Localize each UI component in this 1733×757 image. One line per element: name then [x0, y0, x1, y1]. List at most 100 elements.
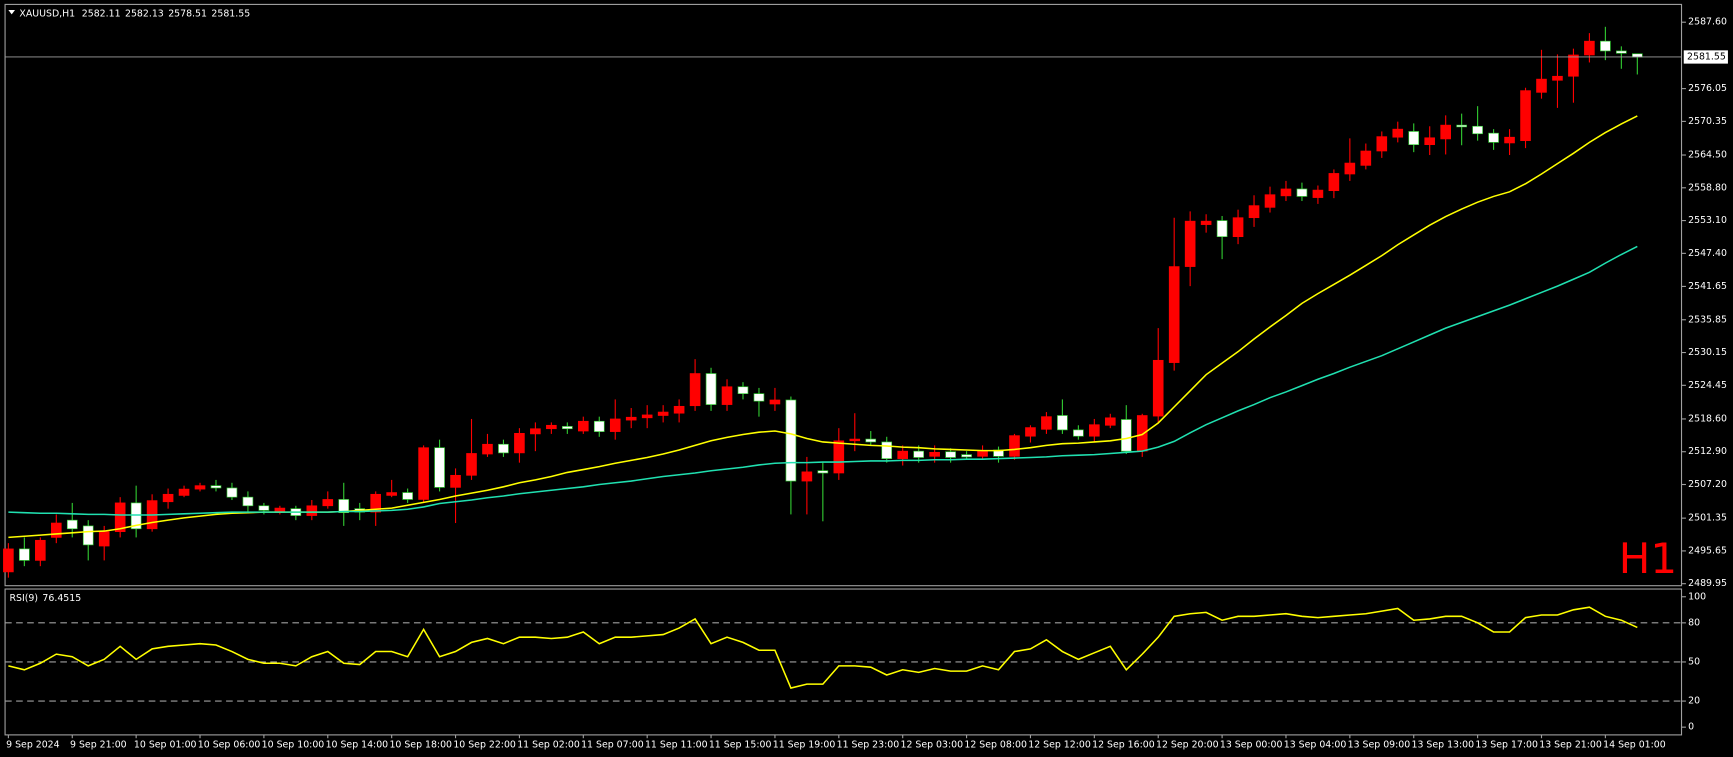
x-tick-label: 10 Sep 06:00 — [198, 739, 261, 750]
candle-body — [609, 418, 621, 432]
x-tick-label: 11 Sep 02:00 — [517, 739, 580, 750]
header-open: 2582.11 — [82, 8, 121, 19]
candle-body — [1184, 220, 1196, 267]
candle-body — [641, 414, 653, 419]
y-tick-label: 100 — [1688, 591, 1706, 602]
candle-body — [801, 471, 813, 482]
candle-body — [1552, 75, 1563, 81]
price-label: 2581.55 — [1687, 51, 1726, 62]
y-tick-label: 0 — [1688, 722, 1694, 733]
candle-body — [370, 493, 381, 513]
rsi-header: RSI(9) 76.4515 — [9, 592, 81, 603]
candle-body — [1424, 137, 1436, 146]
candle-body — [1264, 194, 1276, 208]
candle-body — [514, 432, 525, 454]
x-tick-label: 12 Sep 16:00 — [1092, 739, 1155, 750]
rsi-value: 76.4515 — [42, 592, 81, 603]
chart-header: XAUUSD,H1 2582.11 2582.13 2578.51 2581.55 — [19, 8, 250, 19]
candle-body — [753, 393, 765, 402]
candle-body — [3, 548, 14, 573]
candle-body — [1120, 419, 1132, 452]
x-tick-label: 12 Sep 03:00 — [900, 739, 963, 750]
candle-body — [1009, 435, 1020, 457]
candle-body — [242, 496, 254, 507]
x-tick-label: 13 Sep 09:00 — [1348, 739, 1411, 750]
y-tick-label: 2535.85 — [1688, 314, 1727, 325]
candle-body — [1488, 132, 1499, 143]
candle-body — [130, 502, 142, 530]
candle-body — [1456, 124, 1467, 128]
candle-body — [1632, 53, 1643, 58]
candle-body — [977, 450, 988, 457]
y-tick-label: 2587.60 — [1688, 17, 1727, 28]
x-tick-label: 13 Sep 17:00 — [1475, 739, 1538, 750]
x-tick-label: 10 Sep 14:00 — [326, 739, 389, 750]
rsi-title: RSI(9) — [9, 592, 38, 603]
candle-body — [210, 485, 222, 489]
y-tick-label: 2495.65 — [1688, 545, 1727, 556]
candle-body — [1296, 188, 1308, 197]
y-tick-label: 2518.60 — [1688, 413, 1727, 424]
collapse-icon[interactable] — [8, 9, 16, 15]
candle-body — [897, 450, 909, 459]
candle-body — [1152, 359, 1164, 417]
candle-body — [1616, 50, 1627, 54]
y-tick-label: 2524.45 — [1688, 380, 1727, 391]
candle-body — [593, 420, 605, 432]
candle-body — [482, 443, 493, 455]
candle-body — [1041, 416, 1052, 430]
y-tick-label: 2507.20 — [1688, 479, 1727, 490]
candle-body — [162, 493, 174, 503]
x-tick-label: 11 Sep 15:00 — [709, 739, 772, 750]
main-panel — [4, 3, 1683, 587]
candle-body — [1376, 136, 1388, 152]
candle-body — [1520, 90, 1531, 141]
header-low: 2578.51 — [168, 8, 207, 19]
candle-body — [1248, 205, 1260, 219]
candle-body — [338, 499, 350, 514]
candle-body — [194, 485, 206, 490]
x-tick-label: 12 Sep 12:00 — [1028, 739, 1091, 750]
x-tick-label: 10 Sep 10:00 — [262, 739, 325, 750]
candle-body — [418, 447, 429, 500]
candle-body — [737, 386, 749, 394]
x-tick-label: 10 Sep 22:00 — [453, 739, 516, 750]
candle-body — [769, 399, 781, 405]
candle-body — [1232, 217, 1244, 238]
candle-body — [50, 522, 62, 538]
y-tick-label: 2553.10 — [1688, 215, 1727, 226]
candle-body — [689, 373, 701, 407]
candle-body — [1136, 415, 1148, 452]
candle-body — [881, 441, 893, 459]
y-tick-label: 50 — [1688, 656, 1700, 667]
candle-body — [1392, 128, 1404, 138]
candle-body — [226, 487, 238, 498]
candle-body — [817, 470, 829, 474]
candle-body — [577, 420, 589, 432]
x-tick-label: 13 Sep 21:00 — [1539, 739, 1602, 750]
x-tick-label: 14 Sep 01:00 — [1603, 739, 1666, 750]
x-tick-label: 13 Sep 00:00 — [1220, 739, 1283, 750]
candle-body — [1536, 78, 1547, 93]
y-tick-label: 2547.40 — [1688, 248, 1727, 259]
candle-body — [434, 447, 445, 488]
candle-body — [849, 438, 861, 442]
x-tick-label: 11 Sep 11:00 — [645, 739, 708, 750]
y-tick-label: 20 — [1688, 696, 1700, 707]
line-series — [8, 245, 1638, 516]
candle-body — [274, 507, 286, 512]
candle-body — [1105, 417, 1116, 426]
y-tick-label: 2570.35 — [1688, 116, 1727, 127]
candle-body — [1360, 150, 1372, 166]
candle-body — [1600, 40, 1611, 52]
y-tick-label: 2541.65 — [1688, 281, 1727, 292]
candle-body — [1089, 424, 1100, 437]
candle-body — [1584, 40, 1595, 56]
x-tick-label: 12 Sep 08:00 — [964, 739, 1027, 750]
candle-body — [386, 492, 397, 496]
candle-body — [945, 451, 956, 458]
x-tick-label: 13 Sep 04:00 — [1284, 739, 1347, 750]
candle-body — [1312, 189, 1324, 198]
